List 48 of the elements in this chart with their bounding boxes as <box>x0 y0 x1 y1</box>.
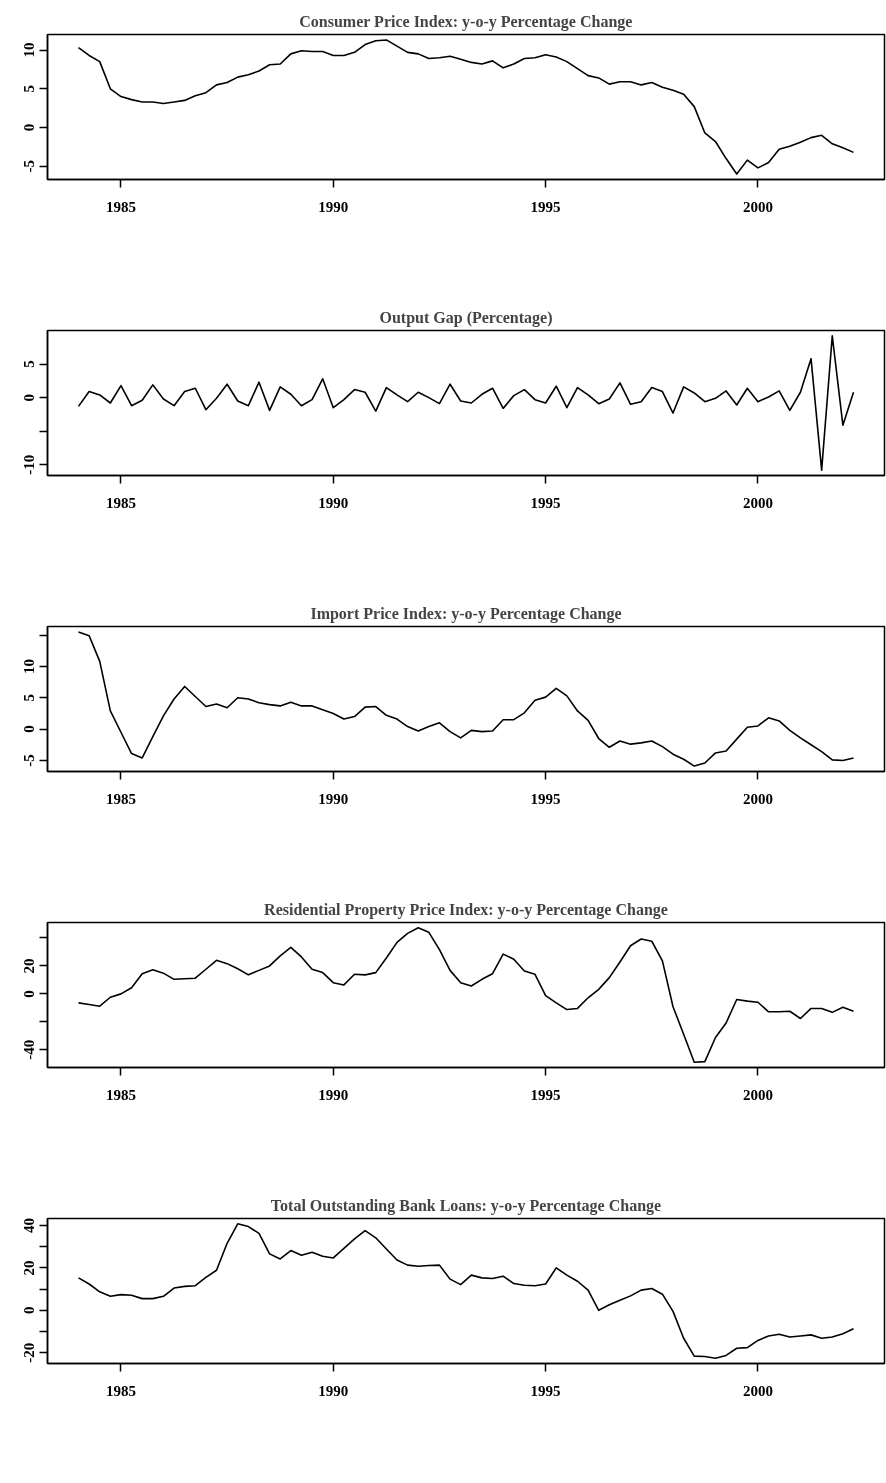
x-tick-label: 1985 <box>105 1086 136 1103</box>
x-tick-label: 1995 <box>530 1086 561 1103</box>
line-series <box>77 335 855 471</box>
x-tick-label: 2000 <box>742 1382 773 1399</box>
chart-title: Consumer Price Index: y-o-y Percentage Change <box>299 12 633 31</box>
chart-title: Import Price Index: y-o-y Percentage Change <box>310 604 622 623</box>
x-tick-label: 1985 <box>105 198 136 215</box>
x-tick-label: 1995 <box>530 494 561 511</box>
chart-title: Total Outstanding Bank Loans: y-o-y Percentage Change <box>270 1196 662 1215</box>
y-tick-label: 0 <box>21 393 38 402</box>
y-tick-label: 5 <box>21 85 38 93</box>
y-tick-label: 0 <box>21 725 38 733</box>
y-tick-label: 0 <box>21 1306 38 1315</box>
y-tick-label: 0 <box>21 990 38 998</box>
y-tick-label: 20 <box>21 958 38 974</box>
y-tick-label: -5 <box>21 754 38 767</box>
x-tick-label: 1990 <box>318 1086 349 1103</box>
x-tick-label: 1995 <box>530 198 561 215</box>
x-tick-label: 1990 <box>318 1382 349 1399</box>
y-tick-label: 5 <box>21 360 38 368</box>
line-series <box>77 927 855 1063</box>
y-tick-label: -20 <box>21 1342 38 1363</box>
x-tick-label: 1990 <box>318 198 349 215</box>
x-tick-label: 1985 <box>105 494 136 511</box>
y-tick-label: -40 <box>21 1039 38 1060</box>
x-tick-label: 2000 <box>742 198 773 215</box>
x-tick-label: 1995 <box>530 1382 561 1399</box>
x-tick-label: 1990 <box>318 790 349 807</box>
y-tick-label: 0 <box>21 123 38 132</box>
x-tick-label: 1985 <box>105 1382 136 1399</box>
x-tick-label: 1990 <box>318 494 349 511</box>
chart-title: Residential Property Price Index: y-o-y Percentage Change <box>264 900 668 919</box>
y-tick-label: 10 <box>21 42 38 58</box>
y-tick-label: -10 <box>21 454 38 475</box>
x-tick-label: 1985 <box>105 790 136 807</box>
chart-title: Output Gap (Percentage) <box>379 308 553 327</box>
x-tick-label: 2000 <box>742 1086 773 1103</box>
y-tick-label: 10 <box>21 658 38 674</box>
x-tick-label: 1995 <box>530 790 561 807</box>
y-tick-label: 40 <box>21 1218 38 1233</box>
y-tick-label: 20 <box>21 1260 38 1276</box>
line-series <box>77 1223 855 1359</box>
x-tick-label: 2000 <box>742 790 773 807</box>
line-series <box>77 39 855 175</box>
y-tick-label: -5 <box>21 160 38 173</box>
x-tick-label: 2000 <box>742 494 773 511</box>
y-tick-label: 5 <box>21 694 38 702</box>
line-series <box>77 631 855 767</box>
